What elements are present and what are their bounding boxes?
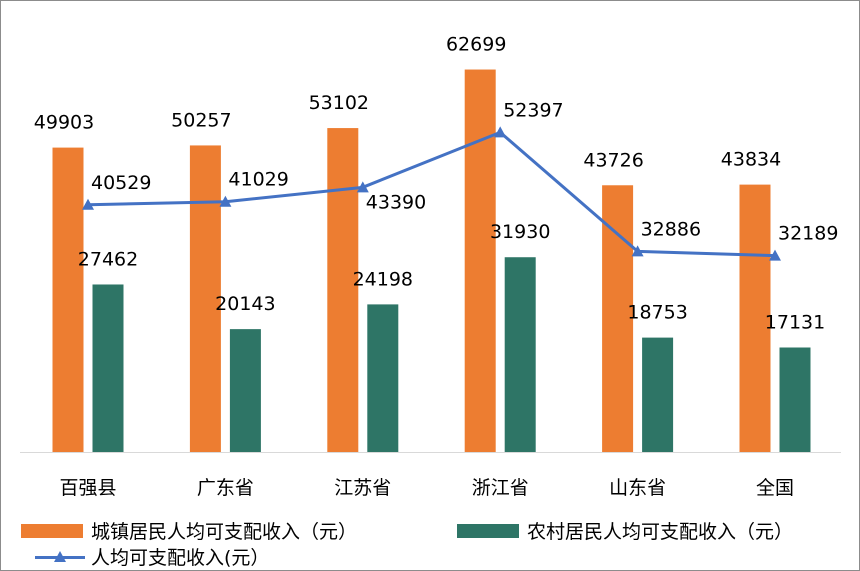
- avg-point-marker: [494, 126, 507, 138]
- x-tick-label: 广东省: [197, 477, 254, 499]
- bar-urban: [739, 184, 771, 452]
- data-label-avg: 32886: [641, 218, 701, 240]
- avg-series-line: [87, 130, 776, 258]
- bar-rural: [367, 304, 399, 452]
- data-label-rural: 27462: [78, 248, 138, 270]
- x-tick-label: 浙江省: [472, 477, 529, 499]
- bar-urban: [327, 128, 359, 452]
- bar-line-chart: 百强县 广东省 江苏省 浙江省 山东省 全国 49903 50257 53102 62699 437…: [20, 34, 841, 499]
- bar-rural: [779, 347, 811, 452]
- data-label-avg: 41029: [228, 169, 288, 191]
- legend-urban: 城镇居民人均可支配收入（元）: [21, 517, 357, 544]
- bar-urban: [602, 185, 634, 452]
- data-label-avg: 43390: [366, 191, 426, 213]
- data-label-rural: 17131: [765, 312, 825, 334]
- legend-label-avg: 人均可支配收入(元）: [91, 547, 270, 569]
- legend-rural: 农村居民人均可支配收入（元）: [457, 517, 793, 544]
- bar-rural: [229, 329, 261, 452]
- data-label-rural: 20143: [215, 293, 275, 315]
- x-tick-label: 山东省: [609, 477, 666, 499]
- bar-urban: [464, 69, 496, 452]
- bar-rural: [92, 284, 124, 452]
- legend-line-key: [35, 550, 85, 564]
- avg-point-marker: [631, 245, 644, 257]
- data-label-avg: 52397: [503, 99, 563, 121]
- x-tick-label: 江苏省: [334, 477, 391, 499]
- data-label-urban: 53102: [309, 92, 369, 114]
- data-label-avg: 40529: [91, 172, 151, 194]
- data-label-urban: 43834: [721, 149, 781, 171]
- data-label-rural: 24198: [353, 268, 413, 290]
- legend-label-rural: 农村居民人均可支配收入（元）: [527, 521, 794, 543]
- data-label-rural: 18753: [627, 302, 687, 324]
- legend-avg: 人均可支配收入(元）: [35, 543, 269, 570]
- legend-swatch-rural: [457, 523, 519, 538]
- data-label-avg: 32189: [778, 223, 838, 245]
- data-label-urban: 43726: [583, 149, 643, 171]
- bar-rural: [504, 257, 536, 452]
- data-label-rural: 31930: [490, 221, 550, 243]
- data-label-urban: 50257: [171, 109, 231, 131]
- legend-label-urban: 城镇居民人均可支配收入（元）: [91, 521, 358, 543]
- x-tick-label: 百强县: [59, 477, 116, 499]
- avg-point-marker: [356, 181, 369, 193]
- avg-point-marker: [769, 249, 781, 261]
- bar-urban: [52, 147, 84, 452]
- triangle-marker-icon: [54, 550, 66, 562]
- data-label-urban: 49903: [34, 112, 94, 134]
- x-tick-label: 全国: [756, 477, 794, 499]
- bar-urban: [189, 145, 221, 452]
- bar-rural: [642, 337, 674, 452]
- data-label-urban: 62699: [446, 34, 506, 56]
- avg-point-marker: [219, 195, 232, 207]
- legend-swatch-urban: [21, 523, 83, 538]
- avg-point-marker: [82, 198, 94, 210]
